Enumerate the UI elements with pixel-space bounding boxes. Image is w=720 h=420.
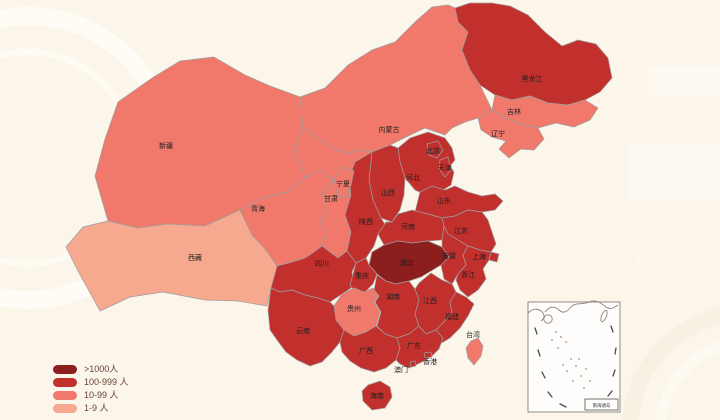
province-xianggang[interactable]: [423, 351, 433, 359]
inset-frame: [527, 301, 621, 413]
province-hubei[interactable]: [368, 240, 450, 285]
ornament-band: [636, 250, 720, 270]
inset-island-dots: [551, 331, 591, 389]
inset-hainan-island: [543, 314, 553, 324]
province-beijing[interactable]: [426, 140, 444, 159]
legend-label: >1000人: [84, 364, 119, 374]
south-china-sea-inset: 南海诸岛: [527, 300, 621, 413]
province-shanghai[interactable]: [488, 251, 500, 263]
legend-row: 100-999 人: [53, 378, 129, 387]
legend-swatch: [53, 391, 77, 400]
inset-coastline: [527, 300, 619, 322]
province-hunan[interactable]: [373, 274, 420, 339]
province-shandong[interactable]: [414, 185, 504, 219]
province-heilongjiang[interactable]: [454, 2, 613, 106]
inset-taiwan-island: [600, 309, 608, 323]
legend-swatch: [53, 378, 77, 387]
legend-row: 1-9 人: [53, 404, 129, 413]
province-hainan[interactable]: [361, 380, 393, 411]
inset-label-box: [584, 398, 619, 411]
legend: >1000人 100-999 人 10-99 人 1-9 人: [53, 365, 129, 417]
province-tianjin[interactable]: [438, 156, 452, 178]
province-guangdong[interactable]: [395, 325, 444, 369]
province-taiwan[interactable]: [465, 337, 484, 366]
province-aomen[interactable]: [409, 360, 417, 368]
legend-label: 1-9 人: [84, 403, 109, 413]
inset-label: 南海诸岛: [593, 402, 611, 409]
province-yunnan[interactable]: [267, 287, 345, 367]
province-xizang[interactable]: [65, 209, 278, 312]
ornament-band: [648, 66, 720, 96]
province-label-taiwan: 台湾: [466, 330, 480, 339]
legend-swatch: [53, 404, 77, 413]
legend-row: 10-99 人: [53, 391, 129, 400]
legend-label: 10-99 人: [84, 390, 119, 400]
province-shaanxi[interactable]: [344, 151, 387, 264]
legend-label: 100-999 人: [84, 377, 129, 387]
legend-swatch: [53, 365, 77, 374]
province-ningxia[interactable]: [333, 166, 355, 199]
legend-row: >1000人: [53, 365, 129, 374]
nine-dash-line: [534, 325, 617, 408]
ornament-band: [628, 144, 720, 200]
province-chongqing[interactable]: [349, 257, 378, 294]
province-fujian[interactable]: [435, 291, 475, 345]
province-liaoning[interactable]: [477, 109, 545, 159]
provinces-layer: [65, 2, 613, 411]
